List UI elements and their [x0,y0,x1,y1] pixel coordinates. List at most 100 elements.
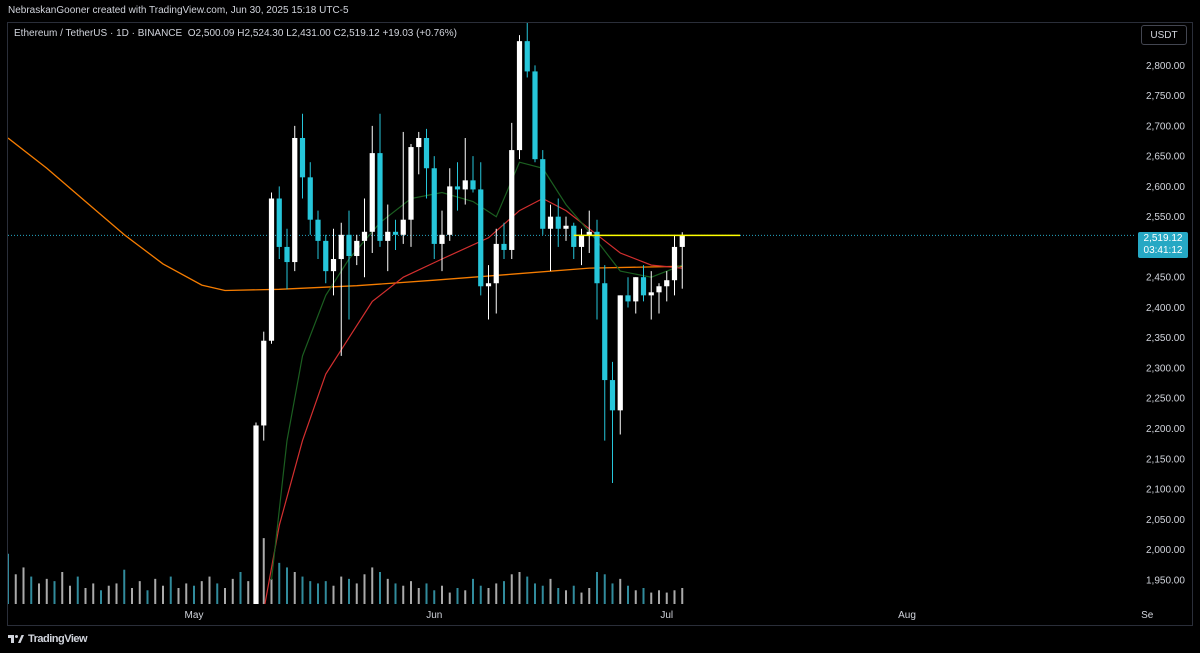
tradingview-logo-icon [8,635,24,643]
candle-body [501,243,507,250]
ma-slow-line [8,137,683,292]
symbol-name: Ethereum / TetherUS · 1D · BINANCE [14,28,183,39]
price-tick-label: 2,750.00 [1146,91,1185,102]
close-label: C [333,28,341,39]
bar-countdown: 03:41:12 [1143,245,1183,256]
price-tick-label: 1,950.00 [1146,575,1185,586]
candle-body [578,234,585,247]
candle-body [377,153,383,241]
candle-body [408,147,414,220]
candle-body [253,425,259,604]
moving-averages [8,137,683,604]
candle-body [617,295,623,411]
chart-frame [7,22,1193,626]
candle-body [648,292,654,296]
candle-body [361,231,368,241]
candle-body [369,153,375,232]
currency-button[interactable]: USDT [1141,25,1187,45]
candle-body [485,283,492,287]
low-label: L [286,28,292,39]
candle-body [563,225,569,229]
time-axis: May Jun Jul Aug Se [185,610,1154,621]
ma-mid-line [264,197,683,604]
candle-body [354,240,360,257]
candle-body [439,234,445,244]
candle-body [462,180,468,190]
candle-body [276,198,282,247]
candle-body [284,246,290,263]
candle-body [478,189,484,287]
candle-body [307,177,313,220]
candle-body [540,159,546,229]
candle-body [454,186,461,190]
candle-body [547,216,554,229]
time-tick-label: Aug [898,610,916,621]
candle-body [431,168,437,244]
symbol-legend: Ethereum / TetherUS · 1D · BINANCE O2,50… [14,28,457,39]
candle-body [423,137,430,169]
price-axis: 1,950.00 2,000.00 2,050.00 2,100.00 2,150.00… [1146,61,1185,586]
candle-body [679,235,685,247]
candle-body [602,283,608,381]
footer: TradingView [8,630,88,648]
candle-body [338,234,344,260]
candle-body [470,180,476,190]
price-tick-label: 2,450.00 [1146,273,1185,284]
close-value: 2,519.12 [340,28,380,39]
candle-body [664,280,670,287]
change-value: +19.03 (+0.76%) [382,28,457,39]
high-label: H [237,28,245,39]
last-price-badge: 2,519.12 03:41:12 [1138,232,1188,258]
price-tick-label: 2,250.00 [1146,394,1185,405]
attribution-text: NebraskanGooner created with TradingView… [8,5,349,16]
high-value: 2,524.30 [244,28,284,39]
candle-body [346,234,352,257]
candles [253,23,685,604]
price-tick-label: 2,650.00 [1146,152,1185,163]
price-tick-label: 2,150.00 [1146,454,1185,465]
volume-bars [8,508,684,604]
candle-body [292,137,298,263]
price-tick-label: 2,700.00 [1146,121,1185,132]
candle-body [385,231,391,241]
candle-body [656,286,662,293]
open-value: 2,500.09 [195,28,235,39]
time-tick-label: May [185,610,204,621]
candle-body [416,137,422,148]
candle-body [516,41,523,151]
open-label: O [187,28,196,39]
attribution-bar: NebraskanGooner created with TradingView… [0,0,1200,22]
price-tick-label: 2,050.00 [1146,515,1185,526]
candle-body [315,219,321,241]
ma-fast-line [270,161,683,580]
candle-body [330,259,337,272]
candle-body [447,186,453,235]
candle-body [493,243,499,284]
candle-body [633,277,639,302]
candle-body [594,231,600,284]
price-tick-label: 2,000.00 [1146,545,1185,556]
candle-body [268,198,275,341]
price-tick-label: 2,400.00 [1146,303,1185,314]
candle-body [609,380,616,411]
candle-body [532,71,538,160]
price-tick-label: 2,350.00 [1146,333,1185,344]
candle-body [299,137,306,178]
candle-body [509,150,515,250]
candle-body [524,41,530,72]
candle-body [625,295,631,302]
price-tick-label: 2,550.00 [1146,212,1185,223]
candle-body [640,277,647,296]
price-tick-label: 2,200.00 [1146,424,1185,435]
candle-body [586,231,592,235]
time-tick-label: Jul [660,610,673,621]
price-tick-label: 2,600.00 [1146,182,1185,193]
candle-body [323,240,329,272]
price-tick-label: 2,800.00 [1146,61,1185,72]
low-value: 2,431.00 [291,28,331,39]
time-tick-label: Jun [426,610,442,621]
candle-body [261,340,267,426]
footer-brand: TradingView [28,633,88,645]
price-tick-label: 2,300.00 [1146,363,1185,374]
